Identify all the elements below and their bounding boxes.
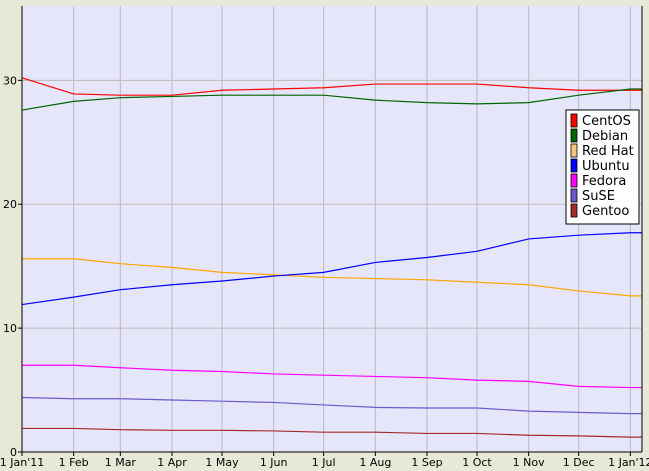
axis-ticks: 1 Jan'11 1 Feb 1 Mar 1 Apr 1 May 1 Jun 1 Jul 1 … <box>0 74 649 469</box>
grid <box>22 6 642 452</box>
x-tick-label: 1 Dec <box>563 456 595 469</box>
x-tick-label: 1 Feb <box>59 456 89 469</box>
legend-swatch <box>570 188 578 203</box>
legend-swatch <box>570 128 578 143</box>
legend-label: Gentoo <box>582 204 629 219</box>
y-tick-label: 10 <box>3 322 17 335</box>
x-tick-label: 1 Nov <box>513 456 545 469</box>
legend-swatch <box>570 113 578 128</box>
legend-box <box>565 109 640 225</box>
y-tick-label: 30 <box>3 74 17 87</box>
legend-label: Ubuntu <box>582 159 630 174</box>
y-tick-label: 0 <box>10 446 17 459</box>
x-tick-label: 1 Jul <box>312 456 336 469</box>
x-tick-label: 1 May <box>205 456 239 469</box>
series-line-ubuntu <box>21 232 642 306</box>
x-tick-label: 1 Jan'12 <box>608 456 649 469</box>
x-tick-label: 1 Aug <box>359 456 391 469</box>
series-line-fedora <box>22 364 642 389</box>
series-line-red-hat <box>22 258 642 297</box>
x-tick-label: 1 Sep <box>411 456 442 469</box>
legend-label: Debian <box>582 129 628 144</box>
x-tick-label: 1 Jan'11 <box>0 456 44 469</box>
series-line-suse <box>21 396 642 415</box>
series-line-debian <box>21 88 642 111</box>
legend-label: SuSE <box>582 189 615 204</box>
x-tick-label: 1 Apr <box>157 456 187 469</box>
series-line-gentoo <box>22 427 642 438</box>
legend-swatch <box>570 203 578 218</box>
plot-area <box>22 6 642 452</box>
legend-label: Red Hat <box>582 144 634 159</box>
legend-label: CentOS <box>582 114 631 129</box>
series-lines <box>21 77 642 438</box>
legend-label: Fedora <box>582 174 626 189</box>
x-tick-label: 1 Oct <box>462 456 492 469</box>
x-tick-label: 1 Jun <box>260 456 288 469</box>
legend-swatch <box>570 173 578 188</box>
x-tick-label: 1 Mar <box>105 456 137 469</box>
legend-swatch <box>570 158 578 173</box>
series-line-centos <box>21 77 642 96</box>
y-tick-label: 20 <box>3 198 17 211</box>
legend-swatch <box>570 143 578 158</box>
